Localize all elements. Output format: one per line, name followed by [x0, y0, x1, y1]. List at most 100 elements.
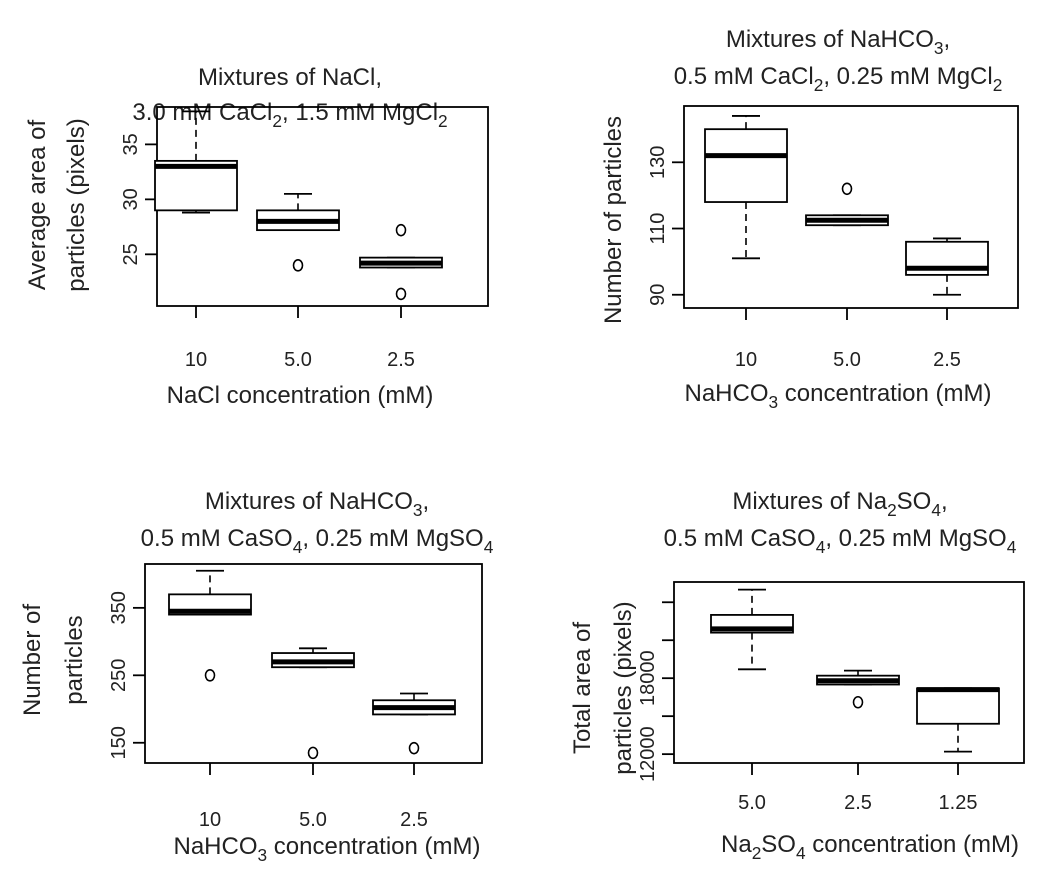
chart-title-line-part: Mixtures of Na	[732, 488, 887, 515]
y-tick-label: 250	[108, 659, 130, 692]
x-tick-label: 10	[735, 349, 757, 371]
y-tick-label: 18000	[637, 650, 659, 706]
y-tick-label: 12000	[637, 726, 659, 782]
chart-title-line-part: Mixtures of NaHCO	[726, 26, 934, 53]
chart-title-line: Mixtures of Na2SO4,	[732, 488, 947, 520]
y-axis-label-line: Average area of	[24, 119, 51, 290]
x-axis-label-part: NaCl concentration (mM)	[167, 382, 434, 409]
chart-title-line-part: 2	[438, 111, 448, 131]
chart-title-line-part: Mixtures of NaHCO	[205, 488, 413, 515]
outlier-point	[204, 669, 216, 682]
box-5.0	[710, 588, 794, 671]
box-5.0	[271, 647, 355, 760]
chart-title-line-part: 2	[993, 75, 1003, 95]
chart-title-line-part: , 1.5 mM MgCl	[282, 99, 438, 126]
chart-title-line-part: 4	[1007, 537, 1017, 557]
chart-title-line-part: 0.5 mM CaSO	[141, 525, 293, 552]
chart-title-line-part: ,	[422, 488, 429, 515]
chart-title-line-part: 0.5 mM CaCl	[674, 63, 814, 90]
y-tick-label: 350	[108, 591, 130, 624]
x-axis-label: Na2SO4 concentration (mM)	[721, 831, 1019, 863]
chart-title-line-part: ,	[941, 488, 948, 515]
chart-title-line: Mixtures of NaCl,	[198, 64, 382, 91]
x-axis-label-part: Na	[721, 831, 752, 858]
y-axis-label-line: Total area of	[569, 622, 596, 754]
panel-4: Mixtures of Na2SO4,0.5 mM CaSO4, 0.25 mM…	[569, 488, 1025, 863]
box-2.5	[372, 692, 456, 755]
chart-title-line: 0.5 mM CaSO4, 0.25 mM MgSO4	[141, 525, 494, 557]
x-tick-label: 2.5	[844, 792, 872, 814]
y-axis-label-line: Number of	[19, 604, 46, 716]
x-axis-label-part: 4	[796, 843, 806, 863]
x-tick-label: 2.5	[400, 809, 428, 831]
chart-title-line-part: SO	[897, 488, 932, 515]
x-axis-label-part: NaHCO	[173, 833, 257, 860]
y-axis-label-line-part: particles	[61, 615, 88, 704]
y-axis-label-line: particles	[61, 615, 88, 704]
chart-title-line-part: 4	[931, 500, 941, 520]
outlier-point	[395, 223, 407, 237]
chart-title-line-part: 4	[484, 537, 494, 557]
y-axis-label-line-part: particles (pixels)	[610, 601, 637, 774]
x-axis-label-part: 3	[769, 392, 779, 412]
box-1.25	[916, 687, 1000, 753]
x-tick-label: 5.0	[738, 792, 766, 814]
y-tick-label: 110	[647, 213, 669, 245]
box-5.0	[256, 192, 340, 272]
y-tick-label: 30	[120, 188, 142, 210]
outlier-point	[841, 182, 853, 196]
chart-title-line-part: Mixtures of NaCl,	[198, 64, 382, 91]
chart-title-line-part: 0.5 mM CaSO	[664, 525, 816, 552]
x-axis-label-part: concentration (mM)	[778, 380, 991, 407]
chart-title-line-part: , 0.25 mM MgSO	[302, 525, 483, 552]
x-axis-label-part: 3	[258, 845, 268, 864]
outlier-point	[395, 287, 407, 301]
x-axis-label: NaHCO3 concentration (mM)	[173, 833, 480, 864]
panel-2: Mixtures of NaHCO3,0.5 mM CaCl2, 0.25 mM…	[600, 26, 1019, 412]
y-tick-label: 35	[120, 133, 142, 155]
y-axis-label-line: Number of particles	[600, 116, 627, 324]
chart-title-line: 0.5 mM CaSO4, 0.25 mM MgSO4	[664, 525, 1017, 557]
outlier-point	[852, 695, 864, 709]
y-axis-label-line-part: Number of particles	[600, 116, 627, 324]
plot-frame	[673, 581, 1025, 764]
chart-title-line-part: , 0.25 mM MgCl	[823, 63, 992, 90]
chart-title-line-part: 3.0 mM CaCl	[132, 99, 272, 126]
box-10	[168, 569, 252, 682]
x-tick-label: 2.5	[933, 349, 961, 371]
chart-title-line-part: 2	[814, 75, 824, 95]
chart-title-line-part: 3	[413, 500, 423, 520]
x-axis-label-part: concentration (mM)	[267, 833, 480, 860]
y-axis-label-line-part: particles (pixels)	[63, 118, 90, 291]
y-tick-label: 150	[108, 726, 130, 759]
box-2.5	[359, 223, 443, 301]
y-axis-label-line: particles (pixels)	[610, 601, 637, 774]
interquartile-box	[916, 687, 1000, 725]
x-tick-label: 2.5	[387, 349, 415, 371]
chart-title-line-part: ,	[943, 26, 950, 53]
chart-title-line-part: 3	[934, 38, 944, 58]
y-axis-label-line-part: Average area of	[24, 119, 51, 290]
x-axis-label-part: SO	[761, 831, 796, 858]
x-tick-label: 1.25	[939, 792, 978, 814]
x-axis-label-part: 2	[752, 843, 762, 863]
x-tick-label: 5.0	[833, 349, 861, 371]
y-tick-label: 25	[120, 243, 142, 265]
chart-title-line-part: 4	[293, 537, 303, 557]
chart-title-line: 3.0 mM CaCl2, 1.5 mM MgCl2	[132, 99, 447, 131]
panel-3: Mixtures of NaHCO3,0.5 mM CaSO4, 0.25 mM…	[19, 488, 494, 865]
panel-1: Mixtures of NaCl, 3.0 mM CaCl 2, 1.5 mM Mg…	[24, 64, 489, 409]
outlier-point	[408, 741, 420, 755]
box-10	[154, 110, 238, 214]
plot-frame	[683, 105, 1019, 309]
interquartile-box	[154, 159, 238, 212]
x-tick-label: 5.0	[284, 349, 312, 371]
chart-title-line-part: 4	[816, 537, 826, 557]
y-axis-label-line-part: Total area of	[569, 622, 596, 754]
x-tick-label: 10	[199, 809, 221, 831]
box-2.5	[816, 669, 900, 709]
outlier-point	[292, 259, 304, 272]
y-axis-label-line-part: Number of	[19, 604, 46, 716]
